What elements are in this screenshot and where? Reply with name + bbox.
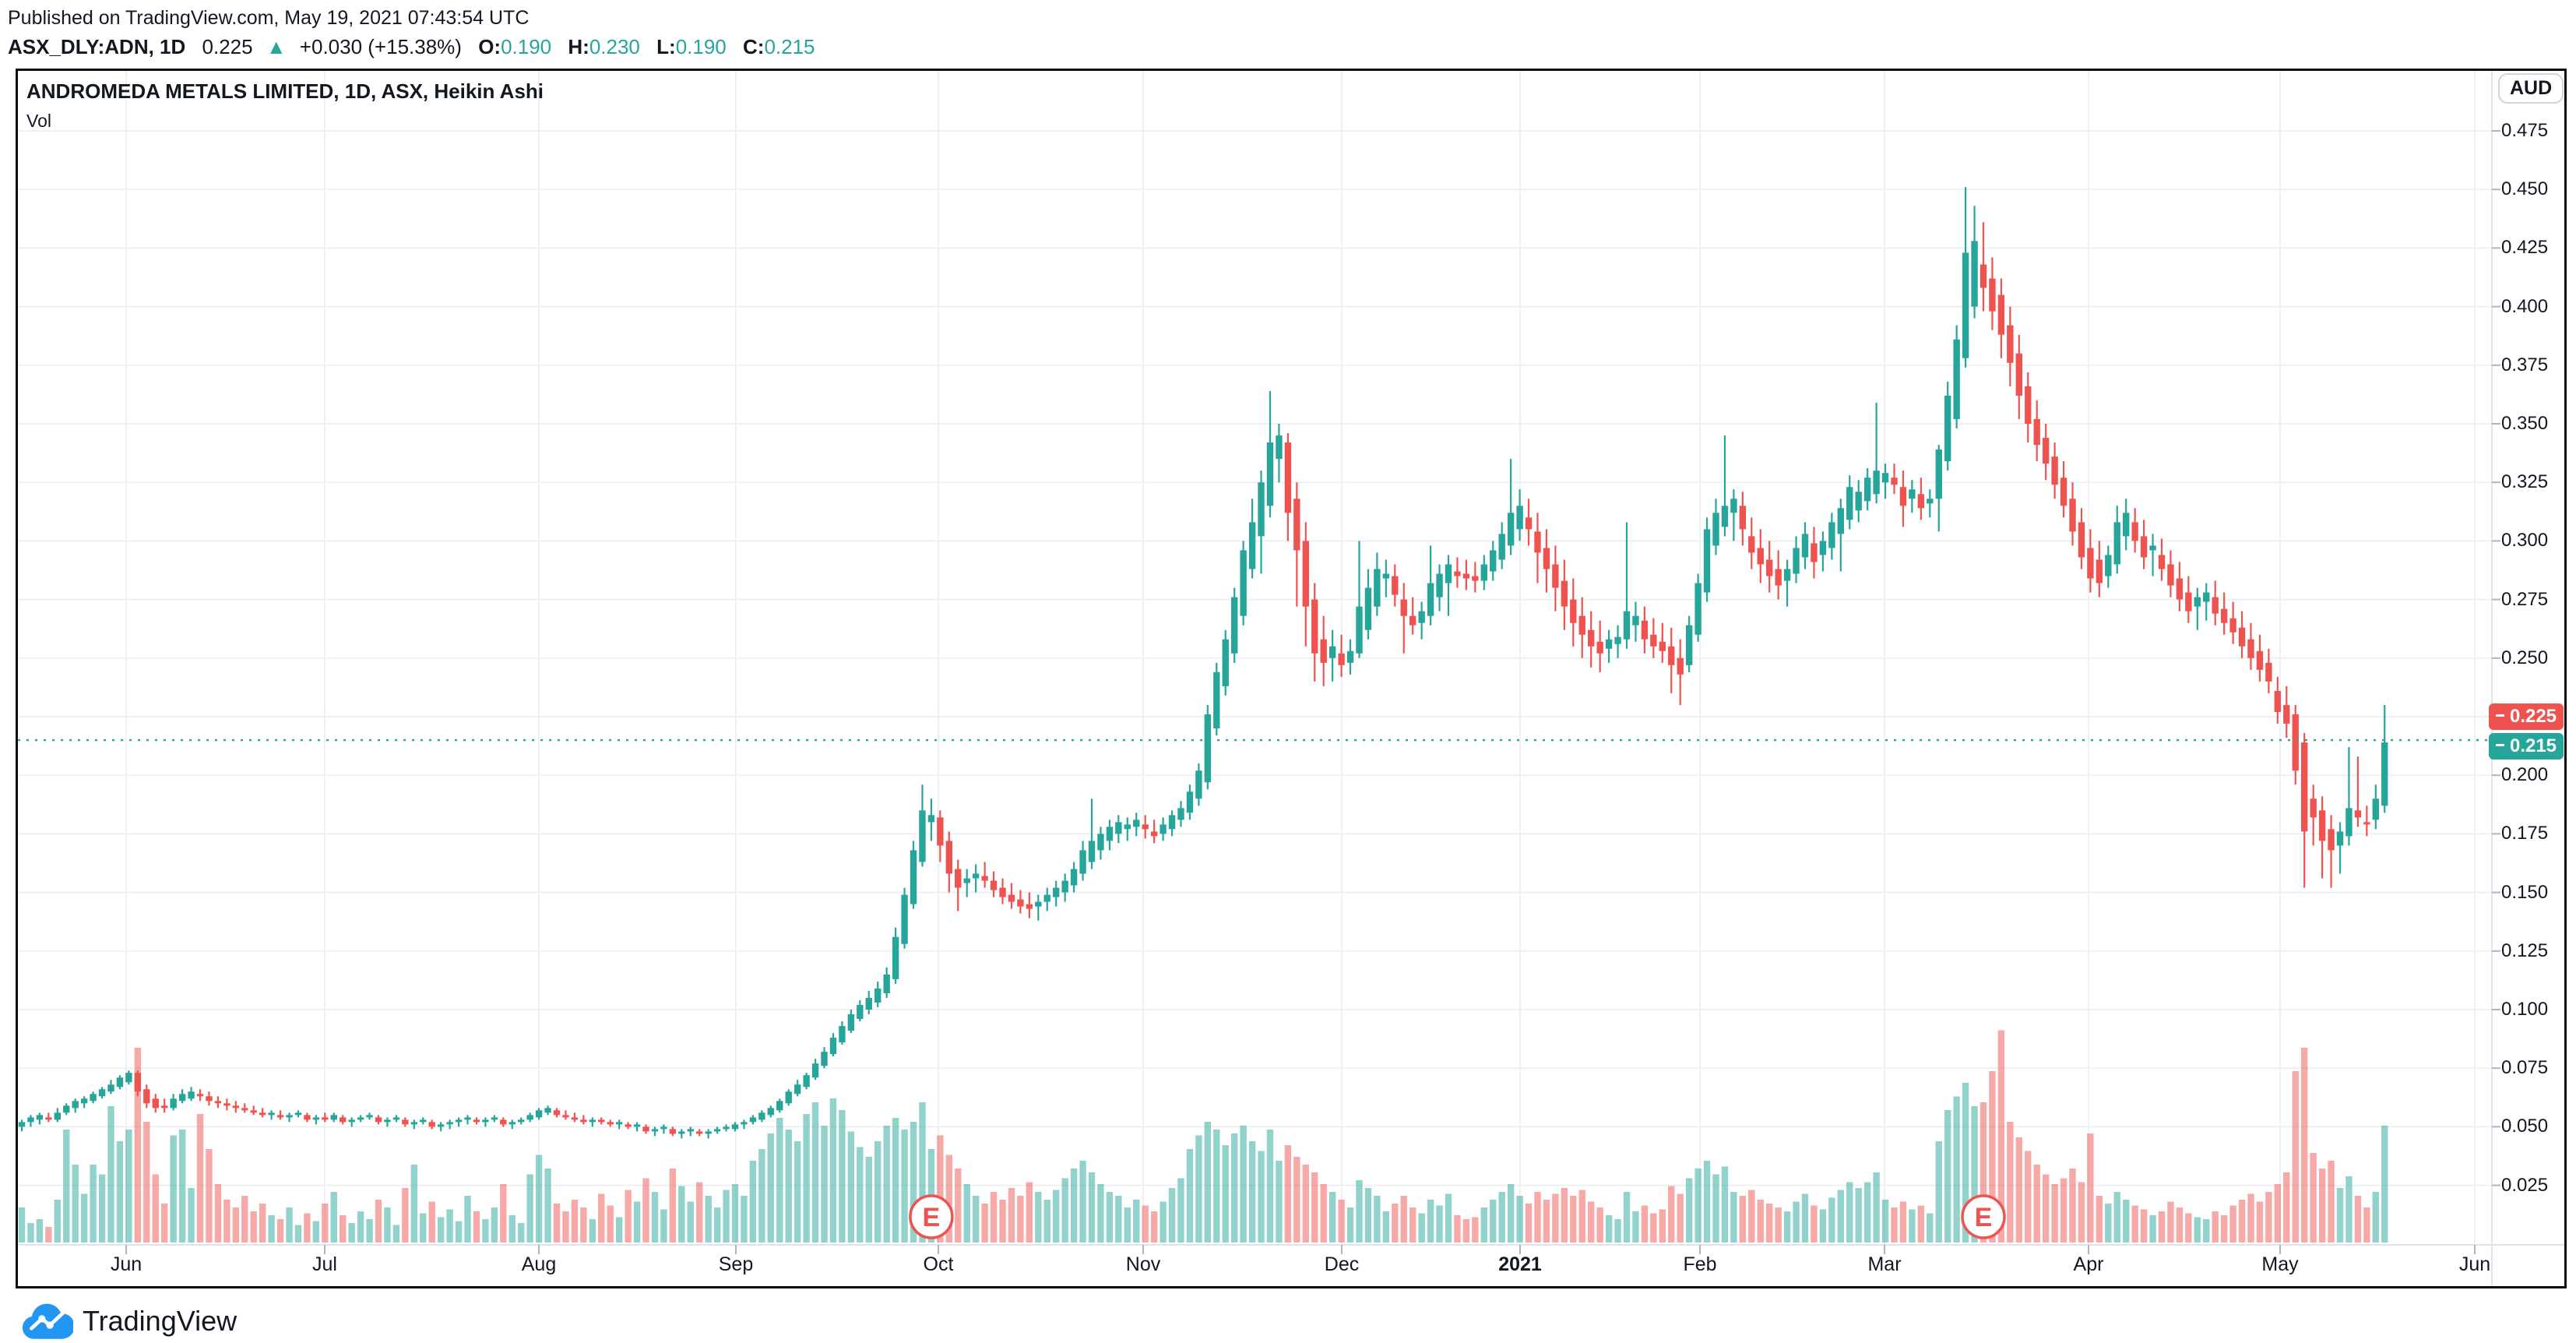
candles: [18, 187, 2388, 1139]
price-tick-label: 0.425: [2501, 237, 2549, 259]
price-tick-label: 0.400: [2501, 295, 2549, 317]
volume-bars: [18, 1030, 2388, 1243]
month-tick-label: 2021: [1498, 1253, 1542, 1275]
earnings-marker[interactable]: E: [909, 1194, 954, 1239]
month-tick-label: May: [2261, 1253, 2299, 1275]
month-tick-label: Jul: [312, 1253, 337, 1275]
chart-legend-title: ANDROMEDA METALS LIMITED, 1D, ASX, Heiki…: [26, 79, 544, 103]
currency-badge: AUD: [2498, 73, 2564, 104]
price-tick-label: 0.475: [2501, 120, 2549, 141]
axis-separators: [18, 71, 2564, 1286]
volume-indicator-label: Vol: [26, 111, 51, 131]
month-tick-label: Apr: [2073, 1253, 2104, 1275]
price-tick-label: 0.325: [2501, 471, 2549, 493]
month-tick-label: Aug: [521, 1253, 557, 1275]
month-tick-label: Feb: [1683, 1253, 1717, 1275]
high-value: 0.230: [589, 35, 640, 58]
price-tick-label: 0.150: [2501, 881, 2549, 903]
up-arrow-icon: ▲: [266, 35, 287, 58]
month-tick-label: Jun: [2458, 1253, 2491, 1275]
month-tick-label: Oct: [923, 1253, 954, 1275]
close-label: C:: [743, 35, 765, 58]
price-tick-label: 0.350: [2501, 413, 2549, 434]
price-tick-label: 0.450: [2501, 178, 2549, 200]
last-price-badge: 0.225: [2489, 703, 2564, 730]
last-price: 0.225: [202, 35, 253, 58]
price-tick-label: 0.125: [2501, 939, 2549, 961]
price-tick-label: 0.050: [2501, 1116, 2549, 1137]
price-tick-label: 0.375: [2501, 354, 2549, 375]
symbol-name: ASX_DLY:ADN, 1D: [8, 35, 186, 58]
month-tick-label: Mar: [1867, 1253, 1902, 1275]
published-timestamp: Published on TradingView.com, May 19, 20…: [8, 7, 530, 29]
price-tick-label: 0.075: [2501, 1057, 2549, 1079]
gridlines: [18, 71, 2492, 1245]
month-tick-label: Sep: [718, 1253, 754, 1275]
price-tick-label: 0.300: [2501, 530, 2549, 552]
price-tick-label: 0.275: [2501, 588, 2549, 610]
chart-frame: [16, 69, 2567, 1288]
high-label: H:: [568, 35, 589, 58]
price-tick-label: 0.175: [2501, 823, 2549, 844]
price-tick-label: 0.250: [2501, 647, 2549, 668]
close-price-badge: 0.215: [2489, 733, 2564, 760]
price-tick-label: 0.200: [2501, 764, 2549, 786]
close-value: 0.215: [764, 35, 815, 58]
svg-text:E: E: [923, 1203, 941, 1232]
month-tick-label: Dec: [1324, 1253, 1360, 1275]
tradingview-cloud-icon: [22, 1303, 73, 1339]
svg-text:E: E: [1975, 1203, 1993, 1232]
price-change: +0.030 (+15.38%): [299, 35, 462, 58]
low-label: L:: [656, 35, 676, 58]
price-tick-label: 0.025: [2501, 1174, 2549, 1196]
month-tick-label: Nov: [1125, 1253, 1161, 1275]
open-value: 0.190: [501, 35, 552, 58]
price-tick-label: 0.100: [2501, 999, 2549, 1020]
open-label: O:: [478, 35, 501, 58]
month-tick-label: Jun: [110, 1253, 143, 1275]
symbol-status-line: ASX_DLY:ADN, 1D 0.225 ▲ +0.030 (+15.38%)…: [8, 34, 815, 59]
footer-brand[interactable]: TradingView: [22, 1301, 237, 1341]
axis-ticks: [125, 130, 2500, 1254]
earnings-marker[interactable]: E: [1961, 1194, 2006, 1239]
brand-name: TradingView: [83, 1305, 238, 1337]
low-value: 0.190: [675, 35, 727, 58]
